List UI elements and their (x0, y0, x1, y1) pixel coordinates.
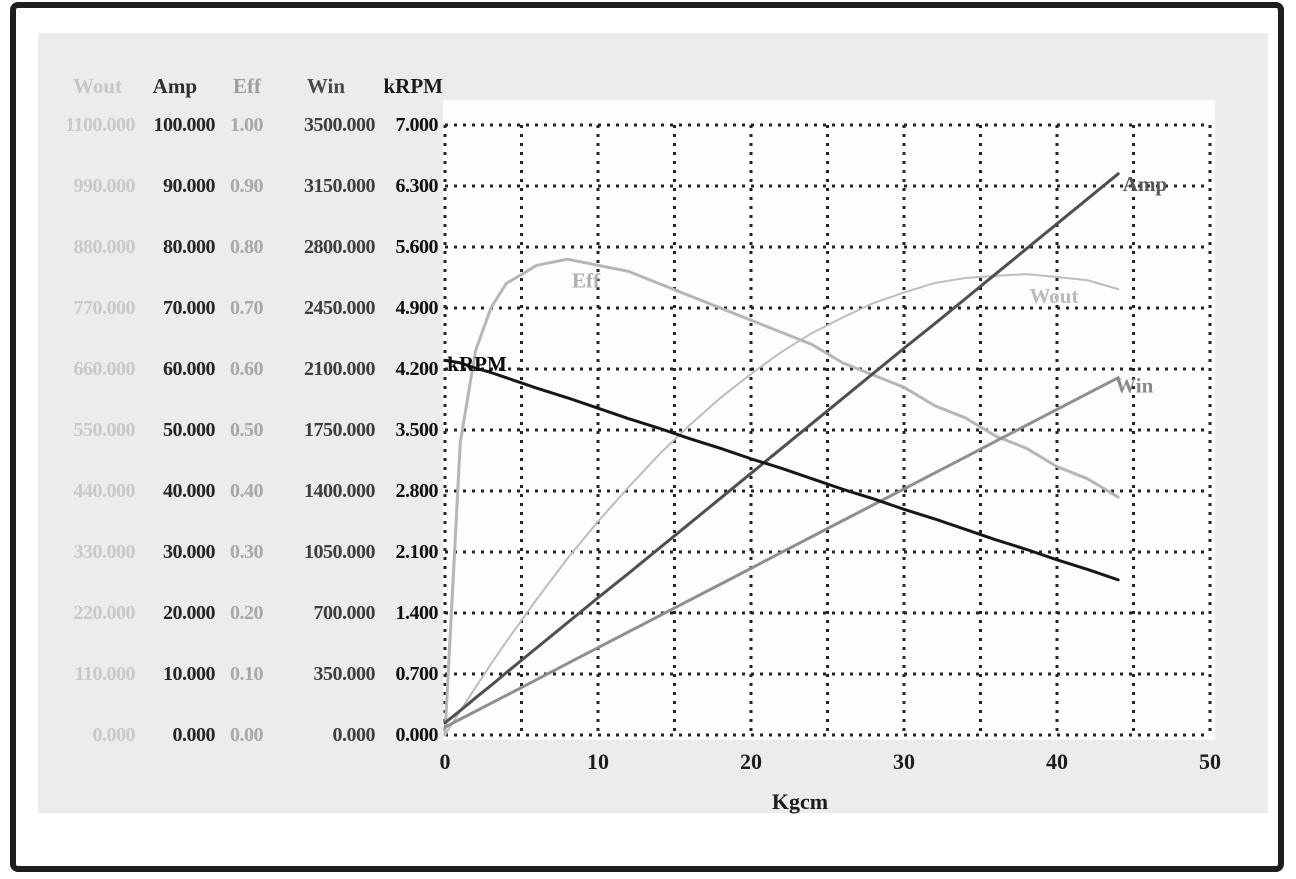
scale-column-header-Eff: Eff (233, 74, 261, 98)
scale-value: 5.600 (395, 236, 439, 258)
scale-value: 60.000 (163, 358, 216, 380)
scale-value: 2450.000 (304, 297, 376, 319)
scale-value: 40.000 (163, 480, 216, 502)
chart-panel: Wout Eff Win Amp kRPM Wout 1100.000 990.000 880… (38, 33, 1268, 814)
scale-value: 100.000 (153, 114, 216, 136)
scale-value: 440.000 (73, 480, 136, 502)
scale-value: 1100.000 (65, 114, 135, 136)
scale-value: 4.200 (395, 358, 439, 380)
curve-Eff (443, 257, 1120, 737)
scale-column-header-Amp: Amp (152, 74, 197, 98)
scale-value: 90.000 (163, 175, 216, 197)
scale-value: 2.100 (395, 541, 439, 563)
scale-value: 3150.000 (304, 175, 376, 197)
scale-value: 2100.000 (304, 358, 376, 380)
scale-value: 0.000 (92, 724, 136, 746)
scale-value: 350.000 (313, 663, 376, 685)
scale-value: 70.000 (163, 297, 216, 319)
grid-lines (443, 123, 1212, 737)
curve-label-Win: Win (1115, 374, 1153, 398)
scale-column-header-Win: Win (306, 74, 345, 98)
scale-value: 990.000 (73, 175, 136, 197)
scale-value: 0.50 (230, 419, 264, 441)
scale-value: 30.000 (163, 541, 216, 563)
x-tick-label: 30 (893, 749, 915, 774)
curve-Win (443, 376, 1120, 729)
scale-value: 1400.000 (304, 480, 376, 502)
scale-value: 0.000 (395, 724, 439, 746)
scale-value: 0.20 (230, 602, 264, 624)
scale-value: 330.000 (73, 541, 136, 563)
scale-value: 0.80 (230, 236, 264, 258)
scale-value: 880.000 (73, 236, 136, 258)
scale-value: 0.700 (395, 663, 439, 685)
scale-value: 4.900 (395, 297, 439, 319)
scale-value: 1.400 (395, 602, 439, 624)
scale-value: 6.300 (395, 175, 439, 197)
scale-value: 0.00 (230, 724, 264, 746)
scale-value: 0.000 (172, 724, 216, 746)
scale-value: 3.500 (395, 419, 439, 441)
x-tick-label: 10 (587, 749, 609, 774)
scale-value: 770.000 (73, 297, 136, 319)
scale-value: 0.30 (230, 541, 264, 563)
plot-background (443, 100, 1215, 740)
scale-value: 20.000 (163, 602, 216, 624)
scale-column-header-Wout: Wout (72, 74, 122, 98)
scale-value: 0.70 (230, 297, 264, 319)
scale-value: 660.000 (73, 358, 136, 380)
scale-value: 220.000 (73, 602, 136, 624)
scale-value: 0.000 (332, 724, 376, 746)
scale-value: 110.000 (74, 663, 136, 685)
curve-kRPM (443, 358, 1120, 582)
scale-value: 0.40 (230, 480, 264, 502)
scale-value: 700.000 (313, 602, 376, 624)
scale-value: 0.10 (230, 663, 264, 685)
scale-value: 10.000 (163, 663, 216, 685)
chart-plot: Wout Eff Win Amp kRPM (443, 100, 1215, 740)
scale-value: 3500.000 (304, 114, 376, 136)
scale-column-header-kRPM: kRPM (383, 74, 444, 98)
scale-value: 80.000 (163, 236, 216, 258)
curve-Amp (443, 172, 1120, 725)
scale-value: 550.000 (73, 419, 136, 441)
x-axis-title: Kgcm (771, 789, 829, 814)
scale-value: 50.000 (163, 419, 216, 441)
x-tick-label: 0 (439, 749, 451, 774)
scale-value: 7.000 (395, 114, 439, 136)
curve-Wout (444, 273, 1120, 736)
scale-value: 1050.000 (304, 541, 376, 563)
curve-label-Eff: Eff (572, 269, 601, 293)
scale-value: 1750.000 (304, 419, 376, 441)
scale-value: 1.00 (230, 114, 264, 136)
curve-label-kRPM: kRPM (447, 352, 507, 376)
scale-value: 2.800 (395, 480, 439, 502)
scale-value: 0.60 (230, 358, 264, 380)
curve-label-Wout: Wout (1029, 284, 1078, 308)
curve-label-Amp: Amp (1123, 172, 1167, 196)
x-tick-label: 20 (740, 749, 762, 774)
x-tick-label: 40 (1046, 749, 1068, 774)
scale-value: 2800.000 (304, 236, 376, 258)
x-tick-label: 50 (1199, 749, 1221, 774)
scale-value: 0.90 (230, 175, 264, 197)
